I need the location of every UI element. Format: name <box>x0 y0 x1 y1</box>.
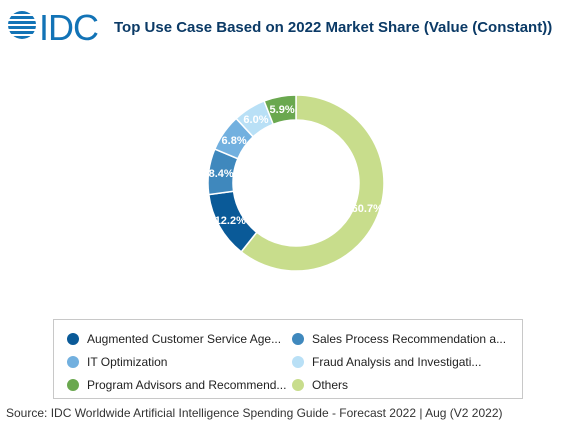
chart-title: Top Use Case Based on 2022 Market Share … <box>114 19 553 36</box>
legend-marker <box>67 356 79 368</box>
slice-label-2: 6.8% <box>222 135 247 147</box>
legend-item-4[interactable]: Program Advisors and Recommend... <box>67 376 286 394</box>
slice-label-0: 12.2% <box>215 215 246 227</box>
slice-label-1: 8.4% <box>209 168 234 180</box>
legend-marker <box>292 379 304 391</box>
legend-item-0[interactable]: Augmented Customer Service Age... <box>67 330 281 348</box>
donut-chart: 60.7% 12.2% 8.4% 6.8% 6.0%5.9% <box>207 94 385 272</box>
globe-icon <box>7 11 37 39</box>
slice-label-3: 6.0% <box>243 114 268 126</box>
source-note: Source: IDC Worldwide Artificial Intelli… <box>6 406 503 420</box>
slice-label-5: 60.7% <box>352 203 383 215</box>
legend-marker <box>292 333 304 345</box>
legend-label: Sales Process Recommendation a... <box>312 332 507 346</box>
idc-logo: IDC <box>7 7 99 46</box>
legend: Augmented Customer Service Age... Sales P… <box>53 319 523 399</box>
legend-label: Augmented Customer Service Age... <box>87 332 282 346</box>
legend-item-3[interactable]: Fraud Analysis and Investigati... <box>292 353 481 371</box>
legend-item-2[interactable]: IT Optimization <box>67 353 167 371</box>
donut-slice-5[interactable] <box>240 94 385 272</box>
slice-label-4: 5.9% <box>270 104 295 116</box>
logo-text: IDC <box>39 7 98 46</box>
legend-marker <box>292 356 304 368</box>
legend-label: IT Optimization <box>87 355 168 369</box>
legend-label: Others <box>312 378 349 392</box>
donut-slice-4[interactable] <box>263 94 297 126</box>
legend-label: Fraud Analysis and Investigati... <box>312 355 482 369</box>
legend-label: Program Advisors and Recommend... <box>87 378 287 392</box>
legend-marker <box>67 333 79 345</box>
legend-item-1[interactable]: Sales Process Recommendation a... <box>292 330 506 348</box>
legend-item-5[interactable]: Others <box>292 376 348 394</box>
legend-marker <box>67 379 79 391</box>
